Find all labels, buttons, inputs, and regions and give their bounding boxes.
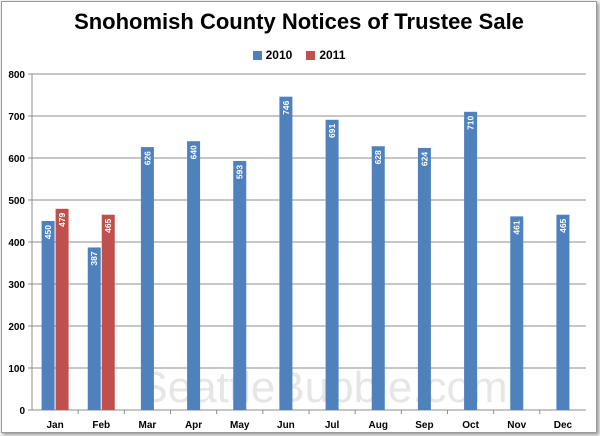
y-tick-label: 100 (8, 364, 25, 375)
legend-swatch-2010 (252, 50, 262, 60)
bar-2010-May (233, 160, 247, 410)
y-tick-label: 800 (8, 70, 25, 81)
plot-area: 0100200300400500600700800SeattleBubble.c… (8, 70, 586, 431)
legend-label-2011: 2011 (319, 48, 346, 62)
bar-2010-Sep (417, 147, 431, 411)
bar-2010-Mar (140, 147, 154, 410)
legend-swatch-2011 (306, 50, 316, 60)
y-tick-label: 400 (8, 238, 25, 249)
bar-2010-Nov (510, 216, 524, 410)
x-tick-label: Jun (277, 420, 295, 431)
y-tick-label: 200 (8, 322, 25, 333)
bar-value-label: 640 (189, 145, 199, 159)
bar-2010-Aug (371, 146, 385, 411)
x-tick-label: Jan (46, 420, 63, 431)
bar-value-label: 710 (466, 116, 476, 130)
bar-value-label: 465 (558, 218, 568, 232)
legend-item-2011: 2011 (306, 48, 345, 62)
legend-label-2010: 2010 (265, 48, 293, 62)
y-tick-label: 300 (8, 280, 25, 291)
legend-item-2010: 2010 (252, 48, 293, 62)
y-tick-label: 600 (8, 154, 25, 165)
bar-2010-Dec (556, 214, 570, 410)
x-tick-label: Nov (507, 420, 526, 431)
x-tick-label: Apr (185, 420, 202, 431)
bar-value-label: 628 (373, 150, 383, 164)
y-tick-label: 500 (8, 196, 25, 207)
x-tick-label: Sep (415, 420, 433, 431)
bar-2010-Feb (87, 247, 101, 410)
x-tick-label: Jul (325, 420, 340, 431)
bar-2010-Jul (325, 119, 339, 410)
bar-value-label: 387 (89, 251, 99, 265)
bar-value-label: 691 (327, 124, 337, 138)
legend: 2010 2011 (2, 48, 596, 62)
x-tick-label: Feb (92, 420, 110, 431)
y-tick-label: 0 (19, 406, 25, 417)
y-tick-label: 700 (8, 112, 25, 123)
bar-2010-Apr (187, 141, 201, 410)
chart-title: Snohomish County Notices of Trustee Sale (74, 9, 524, 34)
bar-2010-Jun (279, 96, 293, 411)
x-tick-label: Mar (139, 420, 157, 431)
bar-value-label: 461 (512, 220, 522, 234)
x-tick-label: May (230, 420, 250, 431)
bar-value-label: 626 (142, 151, 152, 165)
bar-2011-Jan (55, 208, 69, 410)
x-tick-label: Dec (554, 420, 573, 431)
bar-2011-Feb (101, 214, 115, 410)
bar-2010-Jan (41, 221, 55, 410)
bar-value-label: 593 (235, 165, 245, 179)
bar-value-label: 450 (43, 225, 53, 239)
bar-2010-Oct (464, 111, 478, 411)
bar-value-label: 465 (103, 218, 113, 232)
x-tick-label: Aug (369, 420, 388, 431)
bar-value-label: 746 (281, 100, 291, 114)
bar-value-label: 479 (57, 213, 67, 227)
x-tick-label: Oct (462, 420, 479, 431)
bar-value-label: 624 (419, 152, 429, 166)
